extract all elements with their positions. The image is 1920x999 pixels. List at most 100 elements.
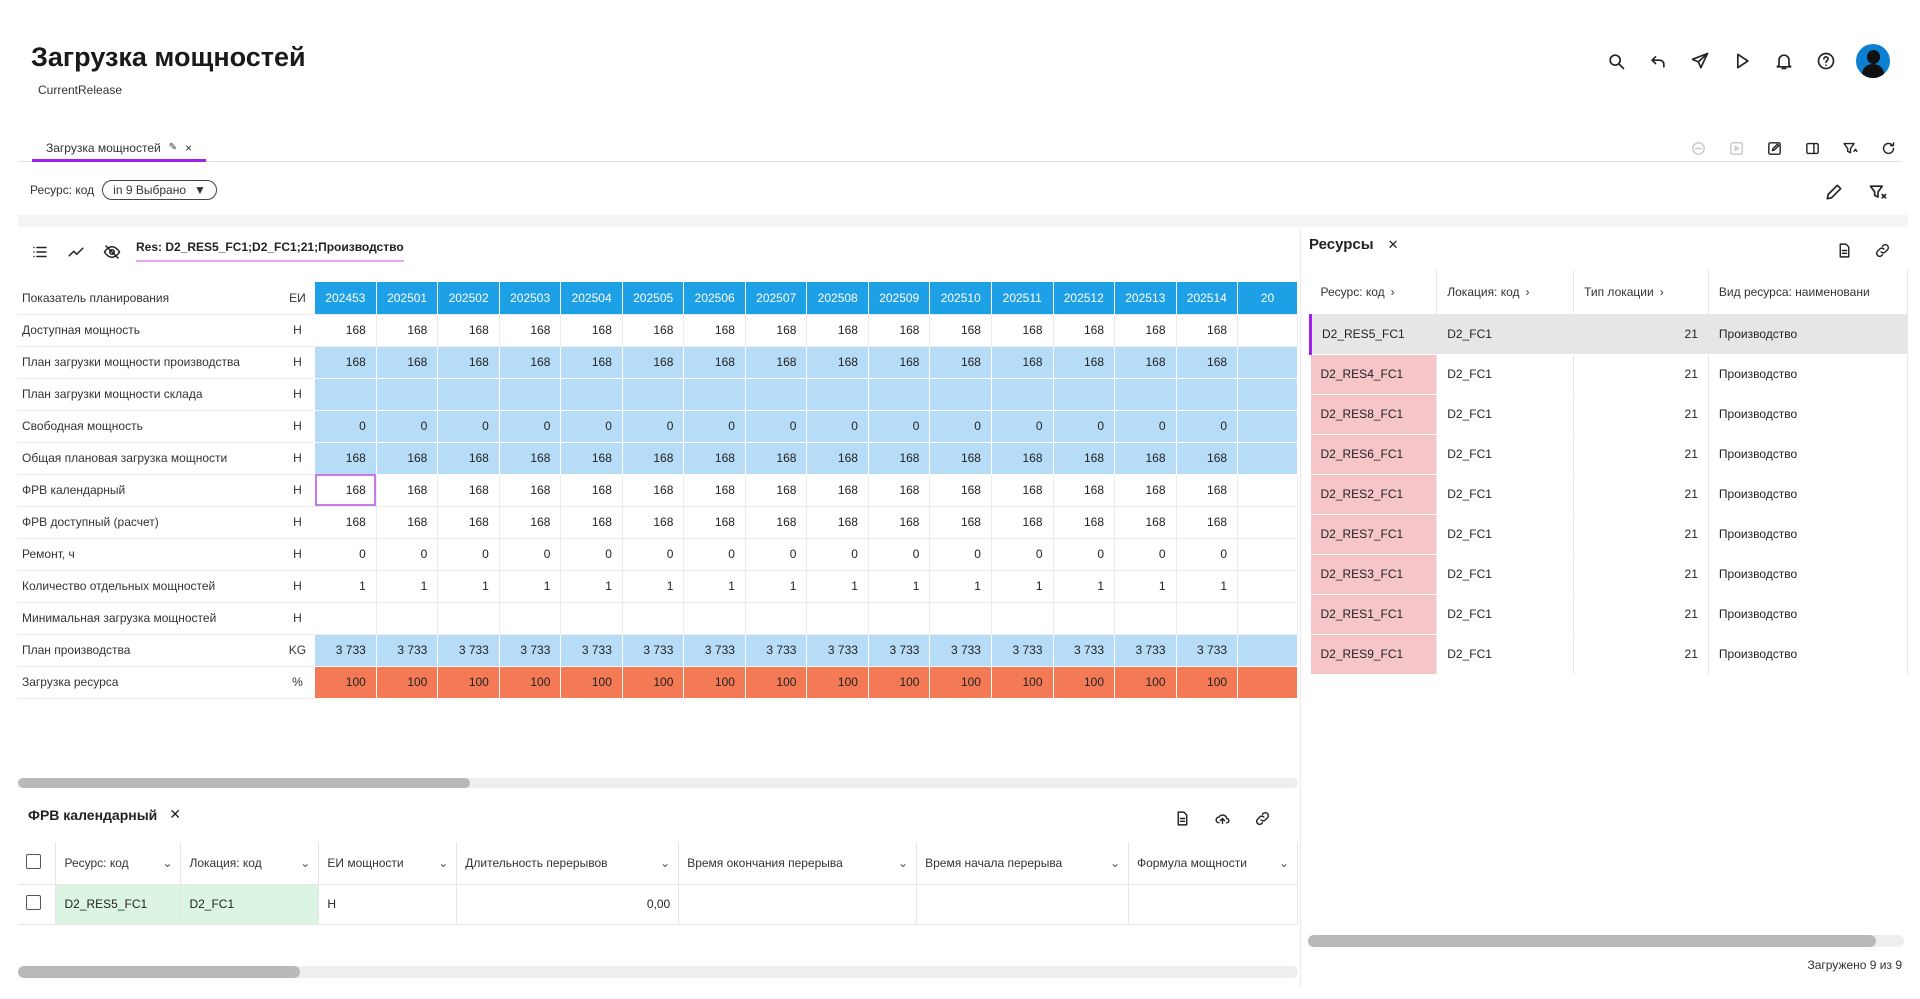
table-row[interactable]: D2_RES9_FC1 D2_FC1 21 Производство	[1310, 634, 1908, 675]
grid-cell[interactable]	[1237, 410, 1298, 443]
grid-cell[interactable]: 168	[376, 506, 439, 539]
grid-cell[interactable]: 168	[929, 442, 992, 475]
column-header[interactable]: ЕИ мощности	[318, 842, 458, 885]
filter-toggle-icon[interactable]	[1838, 136, 1862, 160]
document-icon[interactable]	[1832, 238, 1856, 262]
grid-cell[interactable]: 0	[868, 410, 931, 443]
grid-cell[interactable]: 1	[437, 570, 500, 603]
period-header[interactable]: 202509	[868, 282, 931, 315]
grid-cell[interactable]: 100	[806, 666, 869, 699]
table-cell[interactable]: D2_FC1	[180, 884, 320, 925]
column-header[interactable]: Ресурс: код	[55, 842, 182, 885]
table-row[interactable]: D2_RES7_FC1 D2_FC1 21 Производство	[1310, 514, 1908, 555]
table-cell[interactable]: 21	[1573, 434, 1709, 475]
grid-cell[interactable]	[1237, 314, 1298, 347]
grid-cell[interactable]: 0	[1176, 410, 1239, 443]
grid-cell[interactable]: 168	[991, 442, 1054, 475]
column-header[interactable]: Вид ресурса: наименовани	[1708, 270, 1908, 315]
period-header[interactable]: 202505	[622, 282, 685, 315]
grid-cell[interactable]: 168	[929, 474, 992, 507]
grid-cell[interactable]: 168	[745, 346, 808, 379]
grid-cell[interactable]: 1	[314, 570, 377, 603]
document-icon[interactable]	[1170, 806, 1194, 830]
grid-cell[interactable]	[1237, 538, 1298, 571]
grid-cell[interactable]: 0	[499, 410, 562, 443]
trend-icon[interactable]	[64, 240, 88, 264]
grid-cell[interactable]	[806, 602, 869, 635]
grid-cell[interactable]: 0	[1053, 538, 1116, 571]
grid-cell[interactable]: 100	[991, 666, 1054, 699]
grid-cell[interactable]: 168	[560, 442, 623, 475]
table-cell[interactable]: D2_FC1	[1436, 594, 1575, 635]
table-cell[interactable]: D2_FC1	[1436, 554, 1575, 595]
grid-cell[interactable]: 100	[622, 666, 685, 699]
bell-icon[interactable]	[1772, 49, 1796, 73]
grid-cell[interactable]: 3 733	[868, 634, 931, 667]
grid-cell[interactable]: 0	[868, 538, 931, 571]
grid-cell[interactable]: 168	[314, 506, 377, 539]
grid-cell[interactable]	[683, 602, 746, 635]
grid-cell[interactable]: 1	[806, 570, 869, 603]
table-cell[interactable]: 21	[1573, 594, 1709, 635]
close-icon[interactable]: ✕	[169, 806, 182, 822]
grid-cell[interactable]: 168	[868, 474, 931, 507]
grid-cell[interactable]: 168	[991, 346, 1054, 379]
grid-cell[interactable]: 0	[745, 410, 808, 443]
grid-cell[interactable]: 1	[991, 570, 1054, 603]
cloud-upload-icon[interactable]	[1210, 806, 1234, 830]
grid-cell[interactable]	[1237, 474, 1298, 507]
period-header[interactable]: 20	[1237, 282, 1298, 315]
grid-cell[interactable]: 168	[314, 474, 377, 507]
grid-cell[interactable]: 100	[314, 666, 377, 699]
grid-cell[interactable]: 168	[745, 314, 808, 347]
column-header[interactable]: Локация: код ›	[1436, 270, 1575, 315]
grid-cell[interactable]: 168	[991, 506, 1054, 539]
grid-cell[interactable]: 168	[437, 314, 500, 347]
help-icon[interactable]	[1814, 49, 1838, 73]
grid-cell[interactable]: 3 733	[745, 634, 808, 667]
table-cell[interactable]: Производство	[1708, 434, 1908, 475]
table-cell[interactable]: Производство	[1708, 314, 1908, 355]
grid-cell[interactable]: 3 733	[1053, 634, 1116, 667]
grid-cell[interactable]: 100	[499, 666, 562, 699]
grid-cell[interactable]: 100	[929, 666, 992, 699]
grid-cell[interactable]: 100	[376, 666, 439, 699]
table-cell[interactable]: D2_FC1	[1436, 354, 1575, 395]
grid-cell[interactable]: 168	[745, 474, 808, 507]
period-header[interactable]: 202514	[1176, 282, 1239, 315]
column-header[interactable]: Формула мощности	[1128, 842, 1298, 885]
grid-cell[interactable]: 168	[1053, 474, 1116, 507]
grid-cell[interactable]: 168	[1053, 506, 1116, 539]
grid-cell[interactable]: 168	[806, 474, 869, 507]
grid-cell[interactable]: 168	[1053, 314, 1116, 347]
table-cell[interactable]: D2_RES6_FC1	[1310, 434, 1438, 475]
grid-cell[interactable]: 168	[560, 506, 623, 539]
period-header[interactable]: 202510	[929, 282, 992, 315]
grid-cell[interactable]: 3 733	[1176, 634, 1239, 667]
grid-cell[interactable]: 168	[376, 314, 439, 347]
grid-cell[interactable]: 168	[745, 506, 808, 539]
grid-cell[interactable]: 0	[376, 410, 439, 443]
list-icon[interactable]	[28, 240, 52, 264]
grid-cell[interactable]: 168	[1176, 506, 1239, 539]
grid-cell[interactable]: 0	[806, 538, 869, 571]
grid-cell[interactable]: 1	[499, 570, 562, 603]
table-cell[interactable]: 0,00	[456, 884, 680, 925]
pencil-icon[interactable]	[1822, 180, 1846, 204]
table-cell[interactable]: 21	[1573, 474, 1709, 515]
column-header[interactable]: Длительность перерывов	[456, 842, 680, 885]
grid-cell[interactable]: 168	[437, 506, 500, 539]
grid-cell[interactable]: 168	[1114, 346, 1177, 379]
grid-cell[interactable]: 168	[1114, 314, 1177, 347]
grid-cell[interactable]: 168	[499, 442, 562, 475]
play-icon[interactable]	[1730, 49, 1754, 73]
grid-cell[interactable]	[683, 378, 746, 411]
grid-cell[interactable]	[1237, 378, 1298, 411]
table-cell[interactable]: 21	[1573, 354, 1709, 395]
grid-cell[interactable]: 168	[929, 506, 992, 539]
grid-cell[interactable]: 0	[314, 538, 377, 571]
grid-cell[interactable]: 168	[683, 474, 746, 507]
column-header[interactable]: Тип локации ›	[1573, 270, 1709, 315]
grid-cell[interactable]	[1237, 666, 1298, 699]
edit-icon[interactable]	[1762, 136, 1786, 160]
